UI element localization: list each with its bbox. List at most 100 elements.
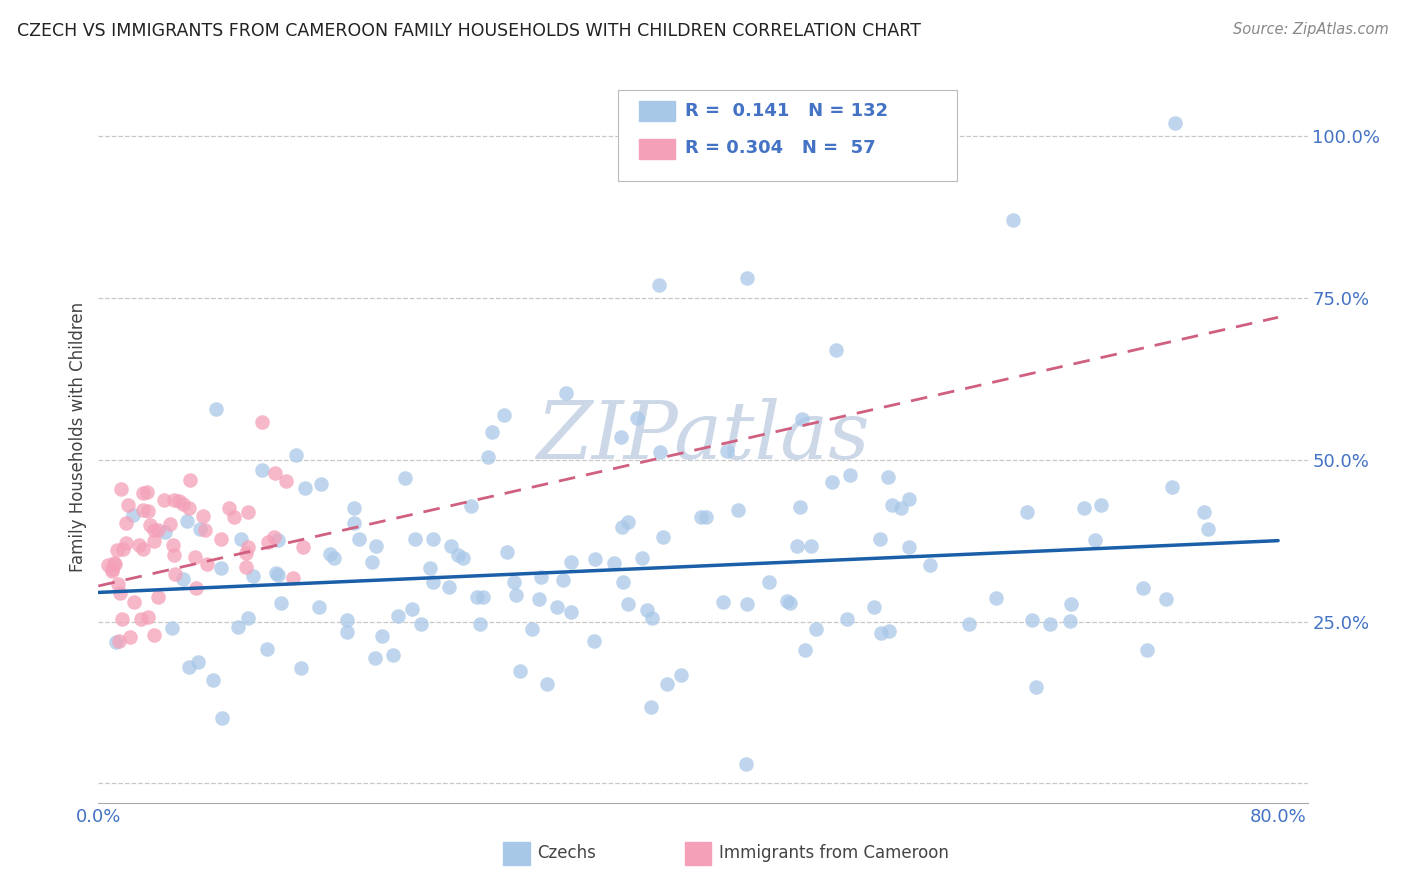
Point <box>117 498 139 512</box>
Point <box>101 562 124 576</box>
Point <box>422 532 444 546</box>
Point <box>336 625 359 640</box>
Bar <box>503 841 530 865</box>
Point <box>172 497 194 511</box>
Point <box>527 591 550 606</box>
Point <box>349 532 371 546</box>
Point <box>342 516 364 530</box>
Point <box>404 532 426 546</box>
Point <box>163 549 186 563</box>
Point <box>177 660 200 674</box>
Point <box>97 558 120 572</box>
Point <box>879 624 901 638</box>
Point <box>242 568 264 582</box>
Point <box>160 621 183 635</box>
Point <box>179 473 201 487</box>
Point <box>319 548 342 562</box>
Point <box>555 386 578 401</box>
Point <box>1059 615 1081 629</box>
Point <box>139 518 162 533</box>
Point <box>121 508 143 522</box>
Point <box>735 597 758 611</box>
Point <box>890 501 912 516</box>
Point <box>264 466 287 480</box>
Point <box>870 626 893 640</box>
Point <box>617 597 640 611</box>
Point <box>509 664 531 678</box>
Point <box>187 655 209 669</box>
Text: R = 0.304   N =  57: R = 0.304 N = 57 <box>685 139 876 157</box>
Point <box>735 271 758 285</box>
Point <box>135 485 157 500</box>
Point <box>560 555 582 569</box>
Point <box>250 415 273 429</box>
Point <box>530 570 553 584</box>
Point <box>1154 591 1177 606</box>
Point <box>505 588 527 602</box>
Point <box>695 510 717 524</box>
Point <box>229 533 252 547</box>
Point <box>142 523 165 537</box>
Point <box>1015 505 1038 519</box>
Point <box>481 425 503 439</box>
Point <box>276 474 298 488</box>
Point <box>163 567 186 582</box>
Point <box>640 699 662 714</box>
Point <box>163 492 186 507</box>
Point <box>1164 116 1187 130</box>
Point <box>690 509 713 524</box>
Point <box>110 586 132 600</box>
Point <box>669 667 692 681</box>
Point <box>195 557 218 571</box>
Point <box>184 549 207 564</box>
Point <box>152 492 174 507</box>
Point <box>138 503 160 517</box>
Point <box>387 609 409 624</box>
Point <box>824 343 846 357</box>
Point <box>138 610 160 624</box>
Point <box>235 560 257 574</box>
Point <box>471 590 494 604</box>
Point <box>401 602 423 616</box>
Point <box>897 541 920 555</box>
Point <box>343 501 366 516</box>
Point <box>790 412 813 426</box>
Point <box>257 534 280 549</box>
Point <box>1073 501 1095 516</box>
Bar <box>638 138 675 159</box>
Point <box>115 536 138 550</box>
Point <box>758 574 780 589</box>
Point <box>440 539 463 553</box>
Point <box>290 661 312 675</box>
Point <box>205 401 228 416</box>
Point <box>806 622 828 636</box>
Point <box>821 475 844 490</box>
Point <box>876 469 898 483</box>
Point <box>110 482 132 496</box>
Point <box>191 508 214 523</box>
Point <box>226 620 249 634</box>
Point <box>250 462 273 476</box>
Point <box>132 541 155 556</box>
Point <box>256 641 278 656</box>
Point <box>209 532 232 546</box>
Point <box>263 530 285 544</box>
Point <box>920 558 942 572</box>
Point <box>103 557 125 571</box>
Point <box>446 548 468 562</box>
Point <box>734 756 756 771</box>
Point <box>283 571 305 585</box>
Point <box>159 516 181 531</box>
Point <box>167 494 190 508</box>
Point <box>503 574 526 589</box>
FancyBboxPatch shape <box>619 90 957 181</box>
Point <box>146 590 169 604</box>
Point <box>583 551 606 566</box>
Point <box>1060 597 1083 611</box>
Point <box>361 555 384 569</box>
Point <box>111 612 134 626</box>
Point <box>1161 480 1184 494</box>
Point <box>128 538 150 552</box>
Point <box>112 541 135 556</box>
Point <box>496 545 519 559</box>
